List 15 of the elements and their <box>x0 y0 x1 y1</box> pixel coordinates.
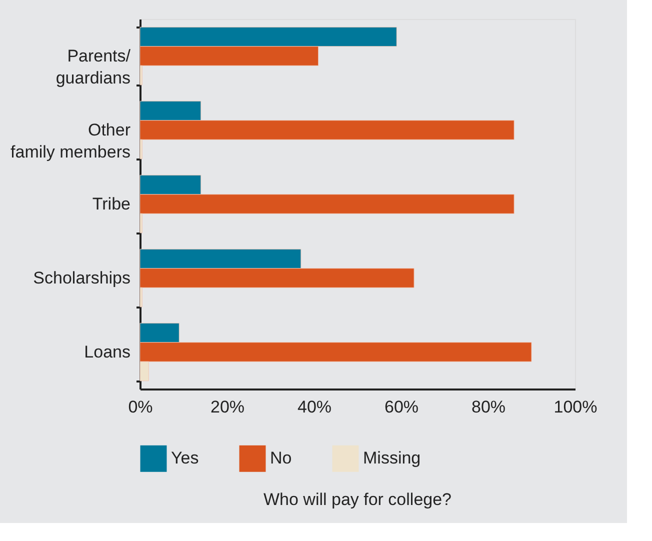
x-tick-label: 100% <box>554 398 598 416</box>
x-tick-label: 80% <box>471 398 506 416</box>
x-tick-label: 60% <box>384 398 419 416</box>
y-tick-label: Loans <box>84 342 130 362</box>
y-tick-label: Other family members <box>10 120 131 162</box>
x-tick-label: 40% <box>297 398 332 416</box>
y-tick-label: Parents/ guardians <box>56 46 131 88</box>
y-tick-label: Tribe <box>92 194 130 214</box>
legend-label: Missing <box>363 448 421 468</box>
y-tick-label: Scholarships <box>33 268 130 288</box>
text: Who will pay for college? <box>263 490 452 509</box>
x-tick-label: 20% <box>210 398 245 416</box>
legend-label: No <box>270 448 292 468</box>
legend-label: Yes <box>171 448 199 468</box>
x-tick-label: 0% <box>128 398 153 416</box>
